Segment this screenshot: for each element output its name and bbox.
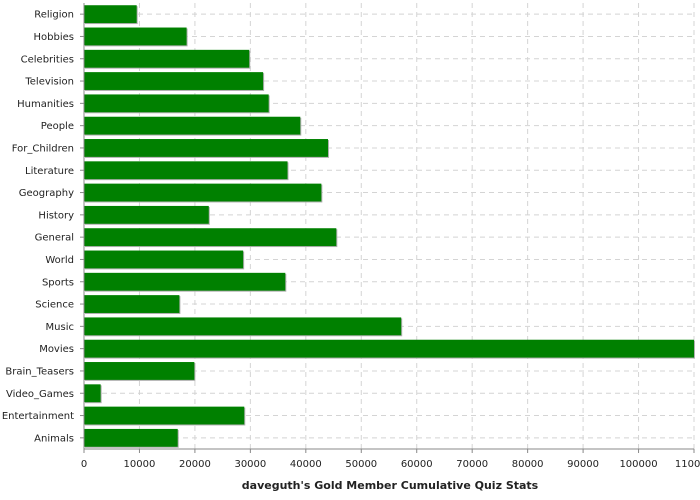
bar-science [84, 295, 180, 313]
bar-movies [84, 339, 694, 358]
category-label: People [41, 121, 74, 132]
bar-for-children [84, 139, 328, 157]
category-label: Science [35, 300, 74, 311]
category-label: Humanities [17, 99, 74, 110]
x-tick-label: 60000 [401, 459, 433, 470]
axes [80, 3, 695, 453]
grid [84, 3, 695, 449]
category-label: Hobbies [34, 32, 74, 43]
x-tick-label: 30000 [234, 459, 266, 470]
x-tick-label: 110000 [675, 459, 700, 470]
category-label: Brain_Teasers [5, 366, 74, 377]
x-tick-label: 90000 [567, 459, 599, 470]
category-label: History [38, 210, 74, 221]
bar-entertainment [84, 406, 245, 425]
category-label: Television [24, 77, 74, 88]
bars [84, 5, 695, 448]
bar-literature [84, 161, 288, 180]
category-label: Music [46, 322, 74, 333]
x-tick-label: 100000 [619, 459, 657, 470]
labels: Religion Hobbies Celebrities Television Huma… [2, 10, 700, 470]
bar-geography [84, 183, 322, 202]
bar-history [84, 205, 209, 224]
bar-brain-teasers [84, 362, 195, 380]
bar-humanities [84, 94, 269, 113]
bar-people [84, 116, 301, 135]
bar-world [84, 250, 244, 269]
x-tick-label: 80000 [512, 459, 544, 470]
category-label: Sports [42, 277, 74, 288]
category-label: Animals [34, 433, 74, 444]
category-label: Celebrities [21, 54, 74, 65]
bar-hobbies [84, 27, 187, 46]
category-label: Literature [25, 166, 74, 177]
x-tick-label: 50000 [345, 459, 377, 470]
bar-animals [84, 428, 178, 447]
category-label: Religion [34, 10, 74, 21]
bar-celebrities [84, 49, 250, 68]
bar-music [84, 317, 402, 336]
bar-video-games [84, 384, 101, 403]
x-tick-label: 20000 [179, 459, 211, 470]
bar-religion [84, 5, 137, 24]
category-label: Entertainment [2, 411, 74, 422]
category-label: World [45, 255, 74, 266]
category-label: For_Children [12, 143, 74, 154]
x-axis-title: daveguth's Gold Member Cumulative Quiz S… [242, 479, 539, 492]
x-tick-label: 40000 [290, 459, 322, 470]
bar-sports [84, 272, 286, 291]
category-label: Geography [19, 188, 74, 199]
category-label: Video_Games [6, 389, 74, 400]
bar-general [84, 228, 337, 247]
bar-television [84, 72, 264, 90]
x-tick-label: 10000 [124, 459, 156, 470]
category-label: General [35, 233, 74, 244]
category-label: Movies [39, 344, 74, 355]
x-tick-label: 0 [81, 459, 87, 470]
x-tick-label: 70000 [456, 459, 488, 470]
